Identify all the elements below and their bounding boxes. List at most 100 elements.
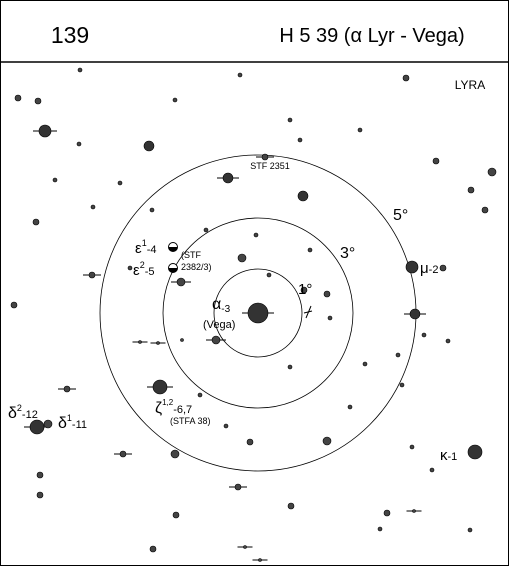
star: [176, 277, 186, 287]
page-title: H 5 39 (α Lyr - Vega): [279, 25, 464, 47]
sup: 1: [142, 238, 147, 248]
star: [307, 247, 313, 253]
star: [211, 335, 221, 345]
star: [409, 308, 421, 320]
mag: -6,7: [173, 404, 192, 416]
sup: 2: [17, 403, 22, 413]
star: [399, 382, 405, 388]
star: [149, 545, 157, 553]
star: [421, 332, 427, 338]
star: [323, 290, 331, 298]
star: [172, 511, 180, 519]
star: [467, 444, 483, 460]
star: [197, 392, 203, 398]
star: [223, 423, 229, 429]
mag: -1: [448, 451, 458, 463]
star-label: ε1-4: [135, 238, 156, 257]
star: [412, 509, 416, 513]
star: [409, 444, 415, 450]
ring-3: [162, 217, 354, 409]
star: [287, 364, 293, 370]
star: [127, 265, 133, 271]
star: [77, 67, 83, 73]
star: [88, 271, 96, 279]
star: [38, 124, 52, 138]
symbol: μ: [420, 260, 429, 277]
mag: -12: [22, 409, 38, 421]
symbol: δ: [8, 405, 17, 422]
star: [237, 72, 243, 78]
constellation-label: LYRA: [455, 78, 485, 92]
star: [156, 341, 160, 345]
star-label: ζ1,2-6,7: [155, 398, 192, 417]
star: [119, 450, 127, 458]
star: [287, 502, 295, 510]
ring-label: 1°: [298, 281, 312, 298]
star: [297, 190, 309, 202]
ring-label: 5°: [393, 207, 408, 224]
star: [14, 94, 22, 102]
sup: 1,2: [162, 398, 174, 407]
symbol: ε: [133, 262, 140, 279]
star: [377, 526, 383, 532]
star: [439, 264, 447, 272]
star-note: (STF: [181, 250, 201, 260]
mag: -3: [221, 304, 230, 315]
star: [234, 483, 242, 491]
star: [405, 260, 419, 274]
mag: -4: [147, 244, 157, 256]
variable-mark: [303, 305, 313, 319]
star: [34, 97, 42, 105]
symbol: α: [212, 296, 221, 313]
star: [266, 272, 272, 278]
star-label: δ1-11: [58, 413, 87, 432]
star-label: STF 2351: [250, 161, 290, 171]
star: [52, 177, 58, 183]
star: [481, 206, 489, 214]
star: [247, 302, 269, 324]
star-label: ε2-5: [133, 260, 154, 279]
star: [76, 141, 82, 147]
star: [297, 137, 303, 143]
star: [395, 352, 401, 358]
star: [357, 127, 363, 133]
star: [143, 140, 155, 152]
star: [170, 449, 180, 459]
star-note: 2382/3): [181, 262, 212, 272]
star: [327, 315, 333, 321]
page-number: 139: [51, 22, 89, 48]
star: [117, 180, 123, 186]
ring-label: 3°: [340, 245, 355, 262]
star: [32, 218, 40, 226]
sup: 1: [67, 413, 72, 423]
mag: -2: [429, 264, 439, 276]
star-label: α-3: [212, 296, 231, 315]
star: [203, 227, 209, 233]
star: [287, 117, 293, 123]
mag: -11: [72, 419, 87, 431]
star: [402, 74, 410, 82]
star: [261, 153, 269, 161]
star: [172, 97, 178, 103]
star-note: (Vega): [203, 319, 235, 331]
star: [432, 157, 440, 165]
symbol: κ: [440, 447, 448, 464]
star: [246, 438, 254, 446]
star-label: μ-2: [420, 260, 438, 277]
star-label: δ2-12: [8, 403, 38, 422]
star: [180, 338, 184, 342]
star: [383, 509, 391, 517]
star: [467, 527, 473, 533]
star: [36, 491, 44, 499]
star: [362, 361, 368, 367]
mag: -5: [145, 266, 155, 278]
symbol: δ: [58, 415, 67, 432]
star: [237, 253, 247, 263]
star: [253, 232, 259, 238]
star: [300, 286, 308, 294]
star: [63, 385, 71, 393]
ring-1: [213, 268, 303, 358]
stars: [10, 67, 497, 562]
